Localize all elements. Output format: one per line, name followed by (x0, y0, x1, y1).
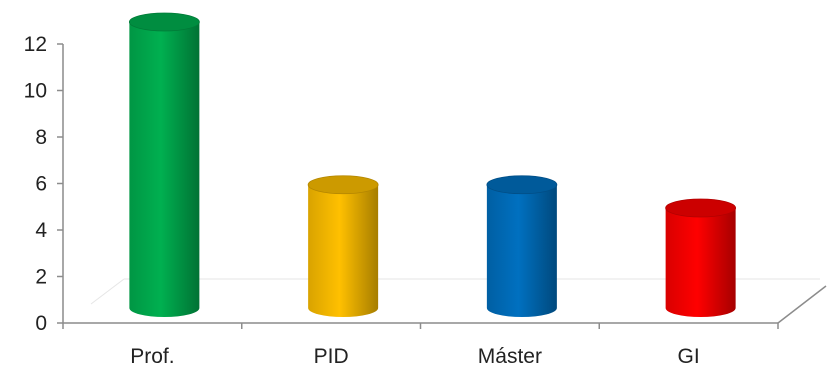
category-label: GI (678, 345, 700, 368)
y-tick-label: 4 (35, 219, 47, 242)
y-tick-label: 10 (24, 80, 47, 103)
category-labels: Prof. PID Máster GI (130, 345, 700, 368)
bar-top (486, 175, 558, 195)
bar-top (665, 198, 737, 218)
bar-body (665, 208, 736, 317)
bar-2 (307, 175, 379, 317)
y-tick-label: 2 (35, 266, 47, 289)
y-tick-label: 8 (35, 126, 47, 149)
bar-top (307, 175, 379, 195)
bar-4 (665, 198, 737, 317)
x-axis-ticks (62, 323, 779, 329)
bar-3 (486, 175, 558, 317)
bar-body (308, 184, 379, 317)
category-label: Prof. (130, 345, 174, 368)
bar-1 (128, 12, 200, 317)
bar-top (128, 12, 200, 32)
y-tick-label: 12 (24, 33, 47, 56)
category-label: Máster (478, 345, 542, 368)
y-tick-label: 0 (35, 312, 47, 335)
bar-body (129, 22, 200, 317)
y-tick-label: 6 (35, 173, 47, 196)
bar-body (486, 184, 557, 317)
category-label: PID (314, 345, 349, 368)
bars (128, 12, 737, 317)
y-axis-ticks: 0 2 4 6 8 10 12 (24, 33, 63, 335)
